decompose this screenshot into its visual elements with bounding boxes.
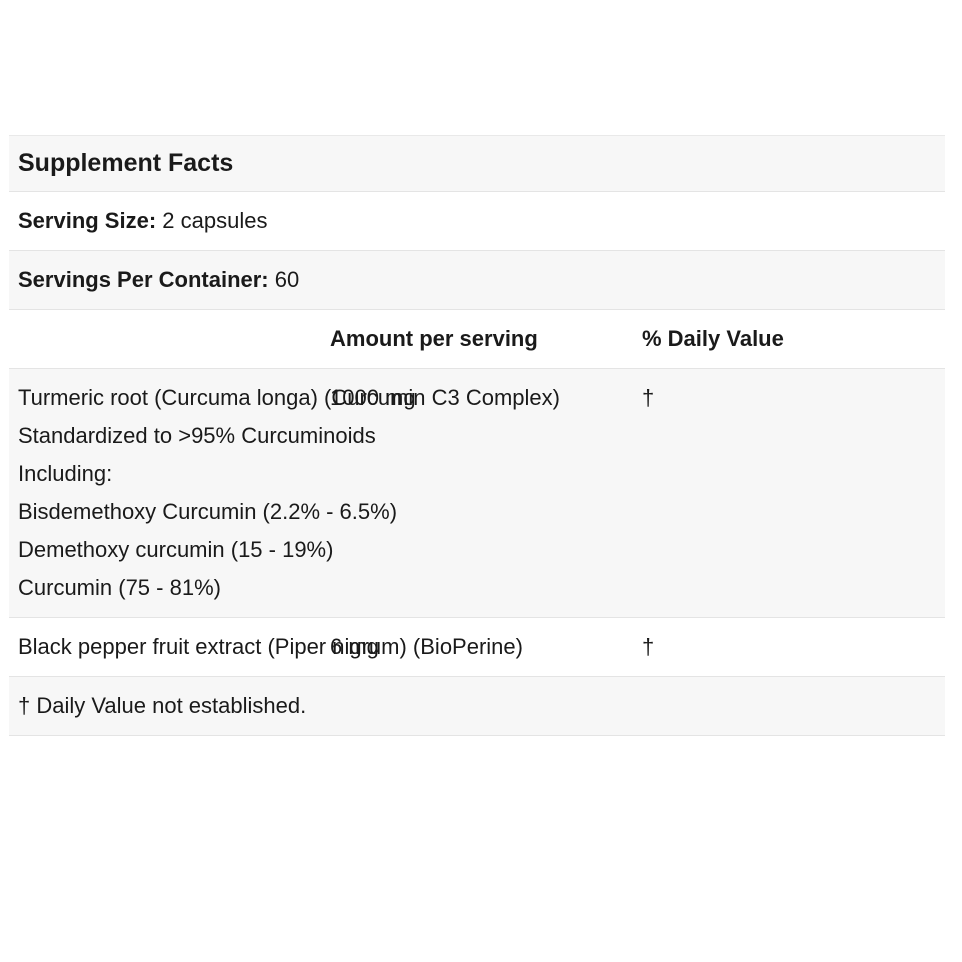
serving-size-label: Serving Size:	[18, 208, 157, 233]
servings-per-container-label: Servings Per Container:	[18, 267, 269, 292]
ingredient-line: Turmeric root (Curcuma longa) (Curcumin …	[18, 385, 560, 410]
table-row-turmeric: Turmeric root (Curcuma longa) (Curcumin …	[9, 368, 945, 618]
header-ingredient-spacer	[9, 310, 321, 369]
ingredient-daily-value: †	[642, 634, 655, 659]
serving-size-value: 2 capsules	[162, 208, 268, 233]
ingredient-line: Black pepper fruit extract (Piper nigrum…	[18, 634, 523, 659]
table-row-footnote: † Daily Value not established.	[9, 676, 945, 736]
supplement-facts-title: Supplement Facts	[18, 149, 234, 177]
column-header-amount-per-serving: Amount per serving	[330, 326, 538, 351]
ingredient-daily-value: †	[642, 385, 655, 410]
ingredient-line: Demethoxy curcumin (15 - 19%)	[18, 537, 334, 562]
table-row-servings-per-container: Servings Per Container: 60	[9, 250, 945, 310]
ingredient-line: Standardized to >95% Curcuminoids	[18, 423, 376, 448]
table-row-serving-size: Serving Size: 2 capsules	[9, 191, 945, 251]
ingredient-amount: 1000 mg	[330, 385, 416, 410]
ingredient-name-cell: Turmeric root (Curcuma longa) (Curcumin …	[9, 369, 560, 618]
table-row-black-pepper: Black pepper fruit extract (Piper nigrum…	[9, 617, 945, 677]
ingredient-name-cell: Black pepper fruit extract (Piper nigrum…	[9, 618, 523, 677]
column-header-percent-daily-value: % Daily Value	[642, 326, 784, 351]
table-header-row: Amount per serving % Daily Value	[9, 309, 945, 369]
ingredient-line: Including:	[18, 461, 113, 486]
ingredient-amount: 6 mg	[330, 634, 379, 659]
supplement-facts-table: Supplement Facts Serving Size: 2 capsule…	[9, 135, 945, 736]
ingredient-line: Bisdemethoxy Curcumin (2.2% - 6.5%)	[18, 499, 398, 524]
ingredient-line: Curcumin (75 - 81%)	[18, 575, 221, 600]
daily-value-footnote: † Daily Value not established.	[18, 693, 307, 718]
table-row-title: Supplement Facts	[9, 135, 945, 192]
servings-per-container-value: 60	[268, 267, 300, 292]
